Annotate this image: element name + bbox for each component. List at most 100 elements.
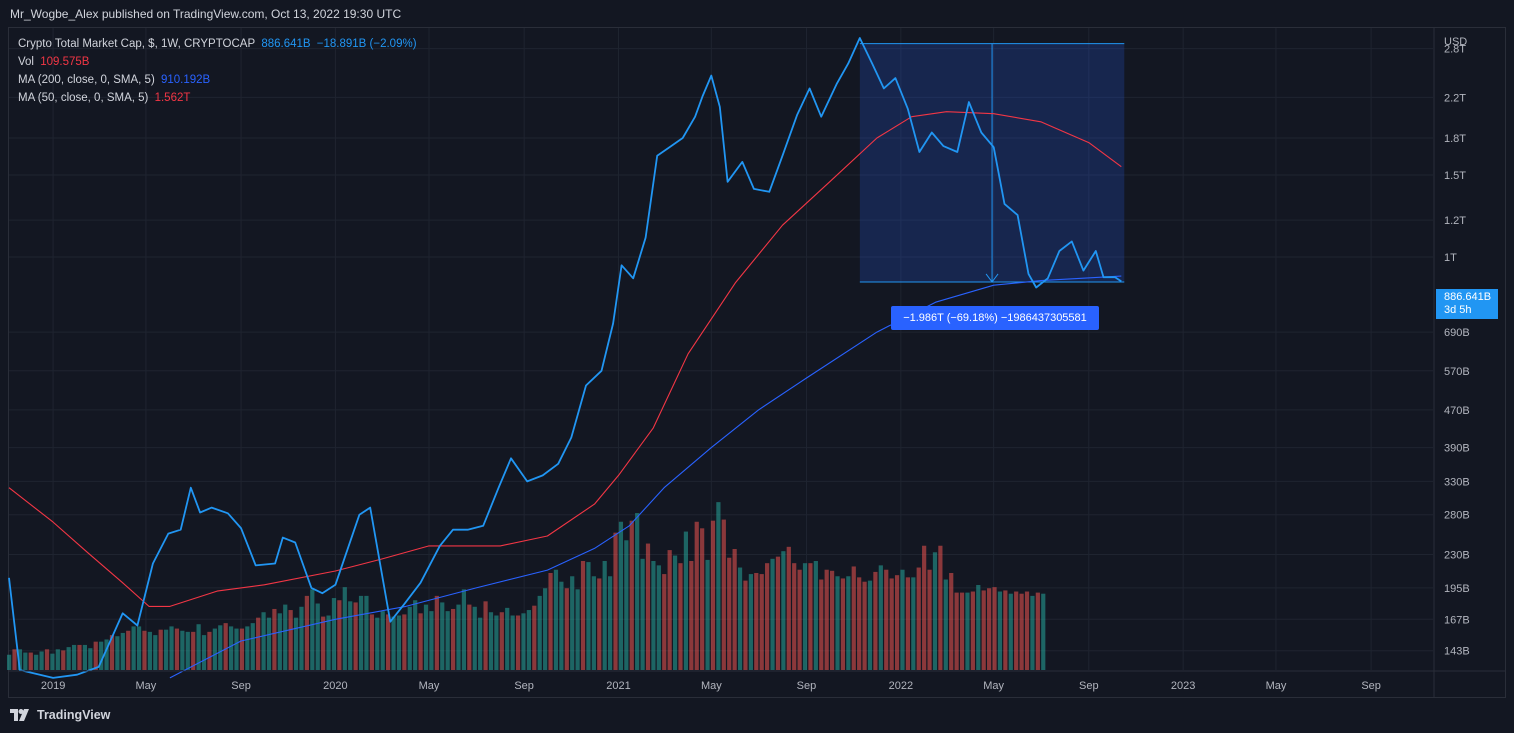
legend-symbol-row[interactable]: Crypto Total Market Cap, $, 1W, CRYPTOCA… [18,35,420,53]
volume-bar [770,558,775,670]
volume-bar [959,592,965,670]
volume-bar [488,612,494,670]
time-tick-label: May [1266,680,1287,692]
price-tick-label: 470B [1444,405,1470,417]
volume-bar [591,576,596,670]
volume-bar [922,545,927,670]
volume-bar [927,569,932,670]
last-price-badge: 886.641B 3d 5h [1436,289,1498,319]
price-line [8,37,1122,679]
volume-bar [754,572,759,670]
volume-bar [28,652,33,670]
volume-bar [678,563,683,670]
volume-bar [218,625,223,670]
volume-bar [759,574,764,670]
volume-bar [456,604,461,670]
price-tick-label: 195B [1444,583,1470,595]
volume-bar [932,552,938,670]
volume-bar [380,611,385,670]
price-tick-label: 1.2T [1444,215,1466,227]
price-tick-label: 167B [1444,614,1470,626]
volume-bar [12,649,17,670]
volume-bar [689,561,694,670]
volume-bar [61,650,66,670]
volume-bar [266,617,272,670]
volume-bar [505,607,510,670]
volume-bar [450,608,456,670]
volume-bar [71,644,77,670]
volume-bar [510,615,515,670]
time-tick-label: Sep [797,680,817,692]
volume-bar [543,588,548,670]
volume-bar [683,531,689,670]
measure-tool [859,43,1125,283]
volume-bar [386,614,391,670]
legend-ma50-value: 1.562T [154,92,191,104]
time-tick-label: May [983,680,1004,692]
volume-bar [553,569,559,670]
time-tick-label: May [136,680,157,692]
volume-bar [867,580,873,670]
legend-vol-row[interactable]: Vol 109.575B [18,53,420,71]
volume-bar [82,644,88,670]
volume-bar [1035,592,1040,670]
publish-header: Mr_Wogbe_Alex published on TradingView.c… [0,0,1514,27]
volume-bar [737,567,743,670]
legend-ma200-row[interactable]: MA (200, close, 0, SMA, 5) 910.192B [18,71,420,89]
volume-bar [331,598,337,670]
volume-bar [461,589,467,670]
volume-bar [326,615,331,670]
volume-bar [1024,591,1030,670]
volume-bar [494,615,499,670]
legend-symbol-title: Crypto Total Market Cap, $, 1W, CRYPTOCA… [18,38,256,50]
volume-bar [434,595,439,670]
volume-bar [283,604,288,670]
volume-bar [819,579,824,670]
volume-bar [261,612,266,670]
volume-bar [44,649,50,670]
volume-bar [743,580,748,670]
time-tick-label: 2023 [1171,680,1195,692]
volume-bar [126,630,131,670]
volume-bar [586,562,591,670]
volume-bar [651,561,656,670]
measure-result-label[interactable]: −1.986T (−69.18%) −1986437305581 [891,306,1099,330]
volume-bar [521,613,526,670]
volume-bar [223,623,228,670]
volume-bar [672,555,678,670]
ma50-line [8,111,1122,607]
price-tick-label: 2.8T [1444,44,1466,56]
volume-bar [34,654,39,670]
volume-bar [656,565,661,670]
brand-name: TradingView [37,708,111,722]
price-tick-label: 230B [1444,550,1470,562]
price-tick-label: 1T [1444,252,1457,264]
legend-ma50-row[interactable]: MA (50, close, 0, SMA, 5) 1.562T [18,89,420,107]
ma200-line [169,275,1122,679]
volume-bar [976,584,981,670]
volume-bar [153,635,158,670]
price-tick-label: 1.5T [1444,170,1466,182]
volume-bar [207,631,212,670]
measure-arrow-head [985,273,999,283]
volume-bar [981,590,986,670]
volume-bar [970,591,975,670]
volume-bar [337,600,342,670]
volume-bar [786,546,791,670]
volume-bar [716,502,721,670]
volume-bar [120,632,125,670]
volume-bar [792,563,797,670]
volume-bar [104,639,109,670]
tradingview-logo-icon [10,709,29,721]
volume-bar [174,628,180,670]
volume-bar [315,603,320,670]
tradingview-logo[interactable]: TradingView [10,708,110,722]
time-tick-label: 2021 [606,680,630,692]
volume-bar [1041,593,1046,670]
volume-bar [1019,593,1024,670]
volume-bar [364,595,369,670]
chart-legend: Crypto Total Market Cap, $, 1W, CRYPTOCA… [18,35,420,107]
volume-bar [575,589,580,670]
